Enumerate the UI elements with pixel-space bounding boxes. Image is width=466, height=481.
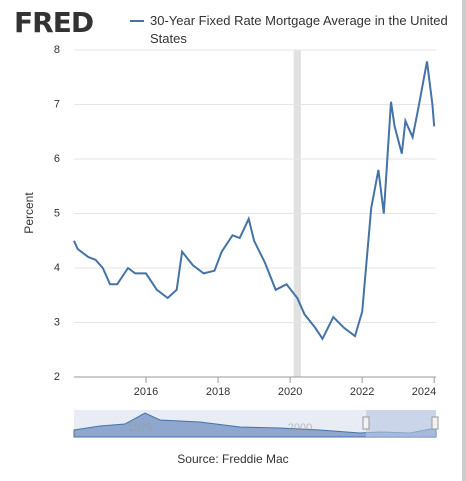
y-tick-label: 3	[54, 316, 60, 328]
y-tick-label: 8	[54, 44, 60, 56]
y-tick-label: 4	[54, 262, 60, 274]
y-tick-label: 5	[54, 207, 60, 219]
x-tick-label: 2022	[350, 386, 374, 398]
navigator-window[interactable]	[366, 410, 436, 437]
y-tick-label: 2	[54, 371, 60, 383]
legend-swatch	[130, 20, 144, 22]
x-tick-label: 2024	[412, 386, 436, 398]
source: Source: Freddie Mac	[177, 452, 289, 466]
navigator-label: 1975	[128, 422, 152, 434]
navigator-handle[interactable]	[362, 416, 370, 430]
legend: 30-Year Fixed Rate Mortgage Average in t…	[130, 12, 450, 48]
logo[interactable]: FRED	[14, 6, 94, 39]
y-tick-label: 7	[54, 98, 60, 110]
x-tick-label: 2016	[134, 386, 158, 398]
legend-label: 30-Year Fixed Rate Mortgage Average in t…	[150, 13, 448, 46]
x-tick-label: 2020	[278, 386, 302, 398]
navigator-handle[interactable]	[431, 416, 439, 430]
x-tick-label: 2018	[206, 386, 230, 398]
y-tick-label: 6	[54, 153, 60, 165]
y-axis-label: Percent	[22, 192, 36, 234]
line	[73, 61, 436, 341]
navigator-label: 2000	[288, 422, 312, 434]
